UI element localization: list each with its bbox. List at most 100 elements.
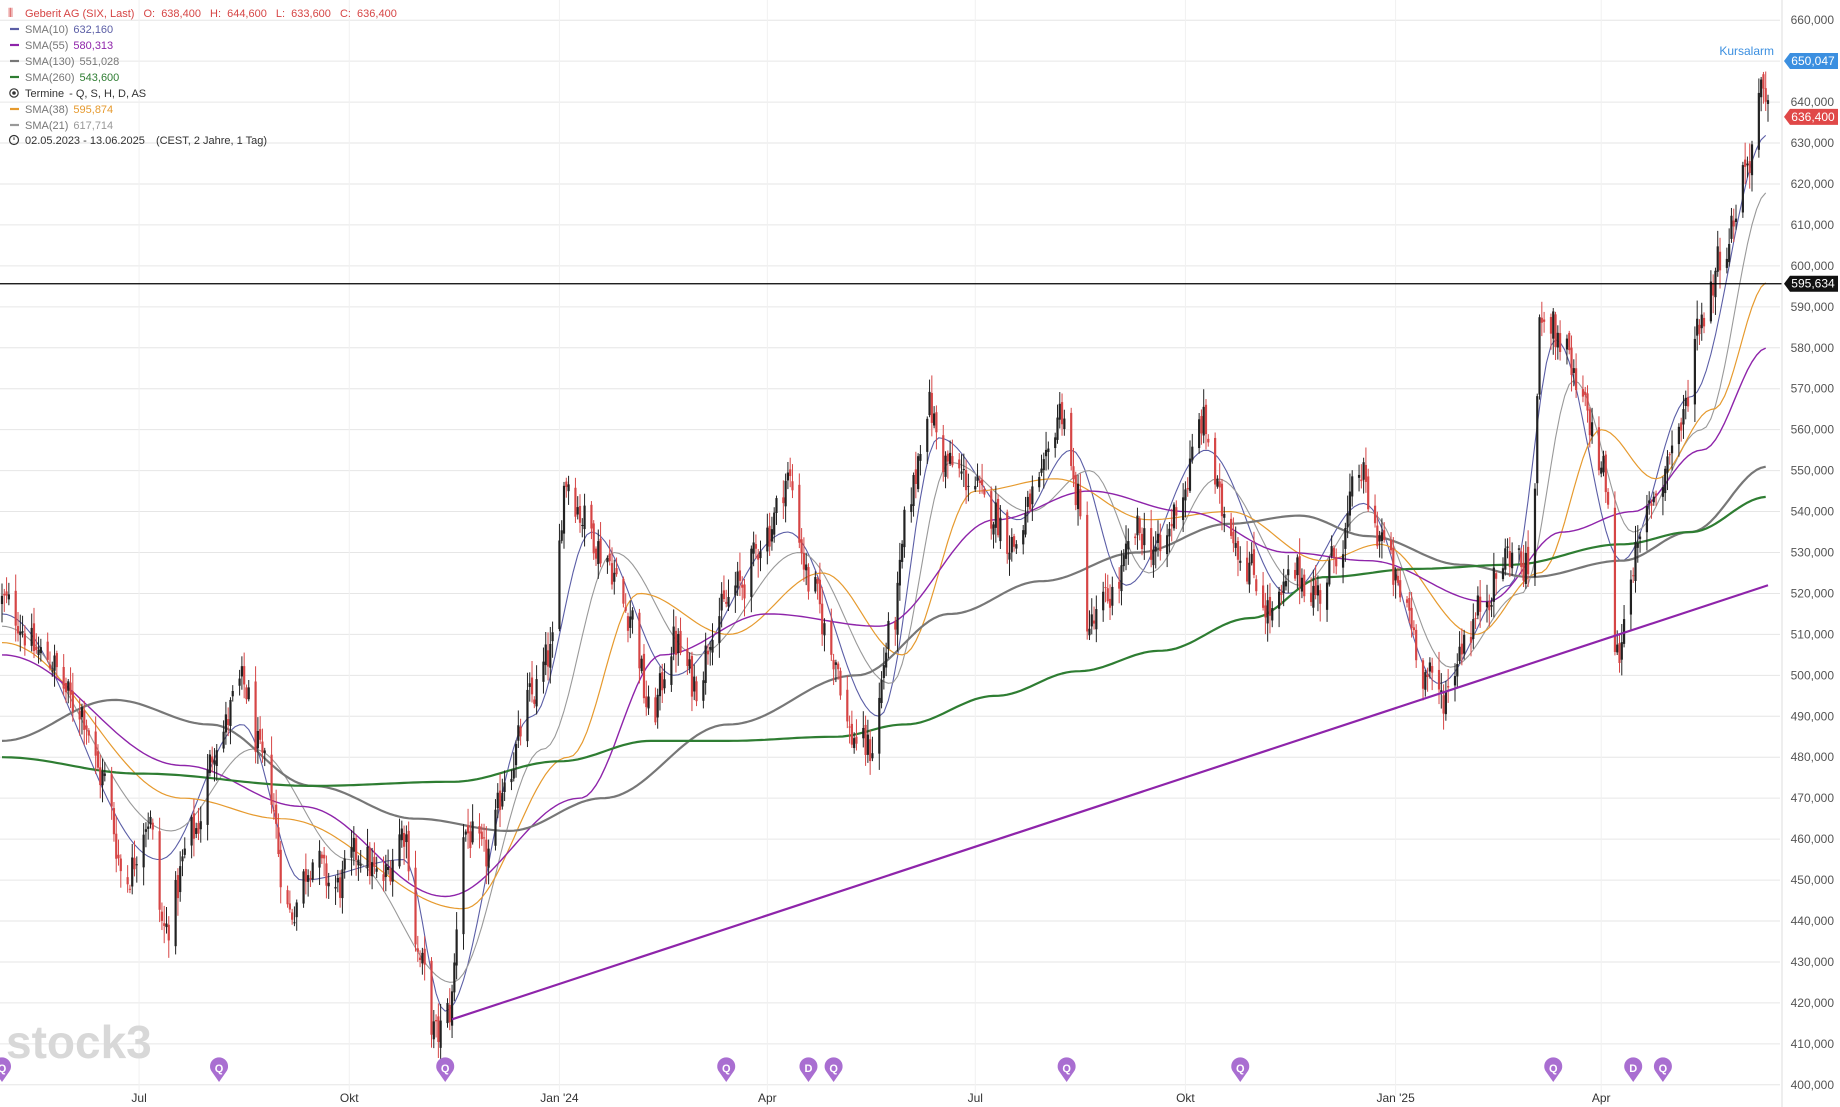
candle[interactable] (174, 871, 177, 955)
candle[interactable] (1552, 308, 1555, 355)
candle[interactable] (357, 855, 360, 881)
candle[interactable] (352, 826, 355, 866)
candle[interactable] (464, 829, 467, 842)
candle[interactable] (1408, 592, 1411, 624)
candle[interactable] (549, 626, 552, 684)
candle[interactable] (94, 716, 97, 775)
candle[interactable] (574, 477, 577, 524)
candle[interactable] (850, 710, 853, 748)
candle[interactable] (21, 615, 24, 638)
candle[interactable] (663, 663, 666, 694)
candle[interactable] (147, 812, 150, 840)
candle[interactable] (1047, 441, 1050, 470)
candle[interactable] (1202, 389, 1205, 444)
candle[interactable] (688, 652, 691, 674)
candle[interactable] (259, 716, 262, 745)
candle[interactable] (1138, 516, 1141, 541)
candle[interactable] (1456, 653, 1459, 688)
candle[interactable] (1728, 228, 1731, 267)
candle[interactable] (1170, 508, 1173, 542)
candle[interactable] (935, 405, 938, 450)
candle[interactable] (407, 821, 410, 881)
candle[interactable] (1602, 450, 1605, 477)
candle[interactable] (514, 740, 518, 778)
candle[interactable] (263, 747, 266, 767)
candle[interactable] (240, 656, 243, 690)
candle[interactable] (1332, 545, 1336, 574)
event-marker-q[interactable]: Q (717, 1057, 736, 1082)
candle[interactable] (1476, 586, 1479, 620)
candle[interactable] (711, 623, 714, 666)
candle[interactable] (494, 799, 497, 851)
candle[interactable] (167, 916, 170, 958)
candle[interactable] (613, 559, 616, 595)
candle[interactable] (1762, 71, 1765, 104)
candle[interactable] (416, 935, 419, 962)
candle[interactable] (1357, 464, 1361, 492)
candle[interactable] (882, 647, 885, 690)
candle[interactable] (1570, 335, 1573, 392)
candle[interactable] (366, 828, 369, 877)
candle[interactable] (398, 818, 401, 869)
candle[interactable] (1597, 416, 1601, 476)
candle[interactable] (1460, 628, 1463, 666)
candle[interactable] (181, 849, 184, 877)
candle[interactable] (1325, 578, 1329, 622)
candle[interactable] (757, 548, 760, 578)
candle[interactable] (1198, 413, 1201, 454)
candle[interactable] (1303, 569, 1306, 603)
candle[interactable] (1504, 538, 1507, 576)
candle[interactable] (1095, 595, 1098, 643)
candle[interactable] (615, 557, 618, 577)
candle[interactable] (261, 728, 264, 763)
candle[interactable] (562, 481, 566, 549)
candle[interactable] (1712, 274, 1715, 314)
candle[interactable] (35, 633, 38, 654)
candle[interactable] (471, 804, 474, 845)
candle[interactable] (1479, 580, 1482, 628)
candle[interactable] (1316, 575, 1320, 612)
candle[interactable] (704, 632, 707, 695)
candle[interactable] (1150, 509, 1153, 568)
candle[interactable] (39, 638, 42, 662)
candle[interactable] (373, 842, 376, 875)
candle[interactable] (439, 1003, 442, 1067)
candle[interactable] (1764, 71, 1767, 111)
candle[interactable] (784, 473, 787, 523)
candle[interactable] (1362, 457, 1365, 494)
candle[interactable] (1154, 531, 1157, 569)
candle[interactable] (135, 856, 138, 883)
candle[interactable] (1428, 657, 1431, 679)
candle[interactable] (115, 815, 118, 873)
candle[interactable] (674, 616, 678, 673)
candle[interactable] (528, 672, 531, 702)
candle[interactable] (999, 505, 1002, 549)
candle[interactable] (46, 632, 49, 663)
candle[interactable] (816, 576, 819, 600)
event-marker-q[interactable]: Q (210, 1057, 229, 1082)
candle[interactable] (1058, 392, 1061, 429)
candle[interactable] (32, 607, 36, 659)
candle[interactable] (1632, 567, 1635, 583)
candle[interactable] (1517, 544, 1521, 563)
candle[interactable] (55, 650, 58, 679)
candle[interactable] (1335, 548, 1338, 575)
candle[interactable] (199, 806, 202, 843)
candle[interactable] (291, 908, 294, 925)
candle[interactable] (864, 715, 867, 766)
candle[interactable] (325, 855, 328, 899)
candle[interactable] (1024, 496, 1027, 538)
candle[interactable] (519, 718, 522, 746)
candle[interactable] (1766, 94, 1770, 122)
candle[interactable] (1364, 447, 1368, 493)
candle[interactable] (213, 748, 216, 782)
candle[interactable] (1271, 601, 1274, 628)
candle[interactable] (0, 583, 4, 623)
candle[interactable] (215, 744, 218, 781)
candle[interactable] (578, 494, 582, 533)
candle[interactable] (967, 473, 970, 502)
candle[interactable] (960, 454, 963, 480)
candle[interactable] (222, 720, 225, 753)
candle[interactable] (1038, 471, 1041, 492)
candle[interactable] (512, 752, 515, 782)
